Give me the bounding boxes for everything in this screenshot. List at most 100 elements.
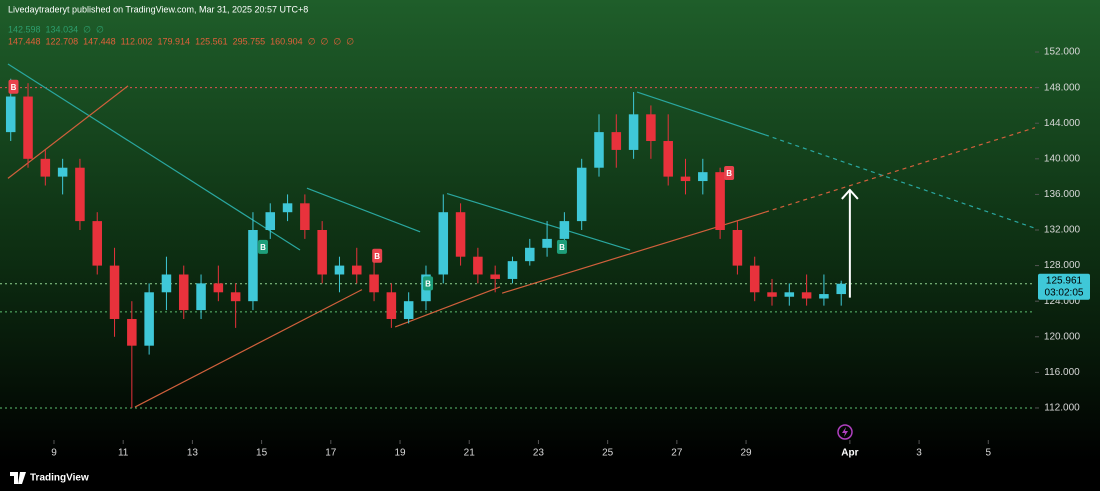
price-label: 125.961 bbox=[1046, 275, 1083, 286]
y-tick-label: 136.000 bbox=[1044, 189, 1081, 200]
candle-body bbox=[646, 114, 656, 142]
countdown: 03:02:05 bbox=[1045, 287, 1084, 298]
signal-label: B bbox=[374, 252, 380, 261]
candle-body bbox=[213, 283, 224, 293]
candle-body bbox=[248, 230, 258, 302]
signal-marker bbox=[8, 79, 19, 94]
background bbox=[0, 0, 1100, 462]
candle-body bbox=[92, 221, 102, 266]
candle-body bbox=[473, 256, 483, 275]
candle-body bbox=[836, 283, 846, 295]
candle-body bbox=[767, 292, 777, 297]
legend-value: ∅ bbox=[96, 24, 104, 34]
x-tick-label: 23 bbox=[533, 448, 545, 459]
x-tick-label: 19 bbox=[394, 448, 406, 459]
event-icon-bolt bbox=[842, 427, 848, 437]
candle-body bbox=[127, 318, 137, 346]
candle-body bbox=[23, 96, 33, 159]
legend-value: ∅ bbox=[321, 36, 329, 46]
candle-body bbox=[282, 203, 293, 213]
event-icon[interactable] bbox=[837, 424, 853, 440]
legend-value: 142.598 bbox=[8, 24, 41, 34]
candle-body bbox=[57, 167, 68, 177]
logo bbox=[10, 472, 26, 484]
legend-value: 147.448 bbox=[8, 36, 41, 46]
candle-body bbox=[230, 292, 241, 302]
candle-body bbox=[161, 274, 172, 293]
candle-body bbox=[403, 301, 414, 319]
candle-body bbox=[784, 292, 795, 297]
price-box bbox=[1038, 273, 1090, 300]
candle-body bbox=[144, 292, 154, 346]
legend-value: 295.755 bbox=[233, 36, 266, 46]
legend-value: 147.448 bbox=[83, 36, 116, 46]
candle-body bbox=[525, 247, 535, 262]
candle-body bbox=[490, 274, 500, 279]
footer bbox=[0, 462, 1100, 491]
legend-value: ∅ bbox=[346, 36, 354, 46]
candle-body bbox=[680, 176, 691, 182]
x-tick-label: 11 bbox=[118, 448, 129, 459]
arrow-head bbox=[841, 188, 859, 200]
x-tick-label: 21 bbox=[464, 448, 476, 459]
y-tick-label: 144.000 bbox=[1044, 118, 1081, 129]
x-tick-label: 9 bbox=[51, 448, 57, 459]
candle-body bbox=[594, 132, 604, 168]
legend-value: ∅ bbox=[83, 24, 91, 34]
x-tick-label: 29 bbox=[740, 448, 752, 459]
y-tick-label: 152.000 bbox=[1044, 47, 1081, 58]
legend-value: 179.914 bbox=[158, 36, 191, 46]
y-tick-label: 124.000 bbox=[1044, 296, 1081, 307]
header: Livedaytraderyt published on TradingView… bbox=[8, 4, 308, 14]
trend-line bbox=[306, 187, 421, 233]
legend-value: 125.561 bbox=[195, 36, 228, 46]
trend-line bbox=[636, 91, 766, 136]
signal-label: B bbox=[425, 279, 431, 288]
candle-body bbox=[611, 132, 622, 150]
candle-body bbox=[300, 203, 310, 230]
trend-line bbox=[7, 63, 301, 251]
candle-body bbox=[109, 265, 120, 319]
candle-body bbox=[819, 294, 829, 299]
signal-marker bbox=[257, 239, 268, 254]
x-tick-label: 25 bbox=[602, 448, 614, 459]
y-tick-label: 128.000 bbox=[1044, 260, 1081, 271]
plot-area: B B B B B B bbox=[0, 51, 1039, 444]
trend-line bbox=[394, 286, 501, 328]
trend-line bbox=[764, 127, 1036, 213]
candle-body bbox=[265, 212, 276, 230]
legend-value: 160.904 bbox=[270, 36, 303, 46]
y-tick-label: 120.000 bbox=[1044, 331, 1081, 342]
candle-body bbox=[628, 114, 639, 150]
candle-body bbox=[663, 141, 673, 177]
candle-body bbox=[317, 230, 327, 275]
candle-body bbox=[507, 261, 518, 279]
x-tick-label: 13 bbox=[187, 448, 199, 459]
y-tick-label: 140.000 bbox=[1044, 153, 1081, 164]
candle-body bbox=[438, 212, 449, 275]
candle-body bbox=[715, 172, 725, 230]
candle-body bbox=[352, 265, 362, 275]
legend-value: ∅ bbox=[308, 36, 316, 46]
candle-body bbox=[455, 212, 466, 257]
signal-marker bbox=[372, 248, 383, 263]
candle-body bbox=[40, 158, 51, 177]
brand: TradingView bbox=[30, 473, 89, 484]
signal-marker bbox=[556, 239, 567, 254]
legend-value: 112.002 bbox=[121, 36, 153, 46]
legend-value: 134.034 bbox=[46, 24, 79, 34]
candle-body bbox=[542, 238, 552, 248]
candle-body bbox=[178, 274, 189, 311]
candle-body bbox=[801, 292, 812, 299]
legend-value: ∅ bbox=[333, 36, 341, 46]
signal-marker bbox=[724, 166, 735, 181]
candle-body bbox=[75, 167, 85, 222]
trend-line bbox=[134, 289, 363, 408]
y-tick-label: 112.000 bbox=[1044, 403, 1080, 414]
signal-label: B bbox=[260, 243, 266, 252]
indicator-legend: 142.598 134.034 ∅ ∅ 147.448 122.708 147.448 112… bbox=[8, 24, 354, 46]
candle-body bbox=[334, 265, 345, 275]
signal-label: B bbox=[559, 243, 565, 252]
candle-body bbox=[698, 172, 708, 182]
